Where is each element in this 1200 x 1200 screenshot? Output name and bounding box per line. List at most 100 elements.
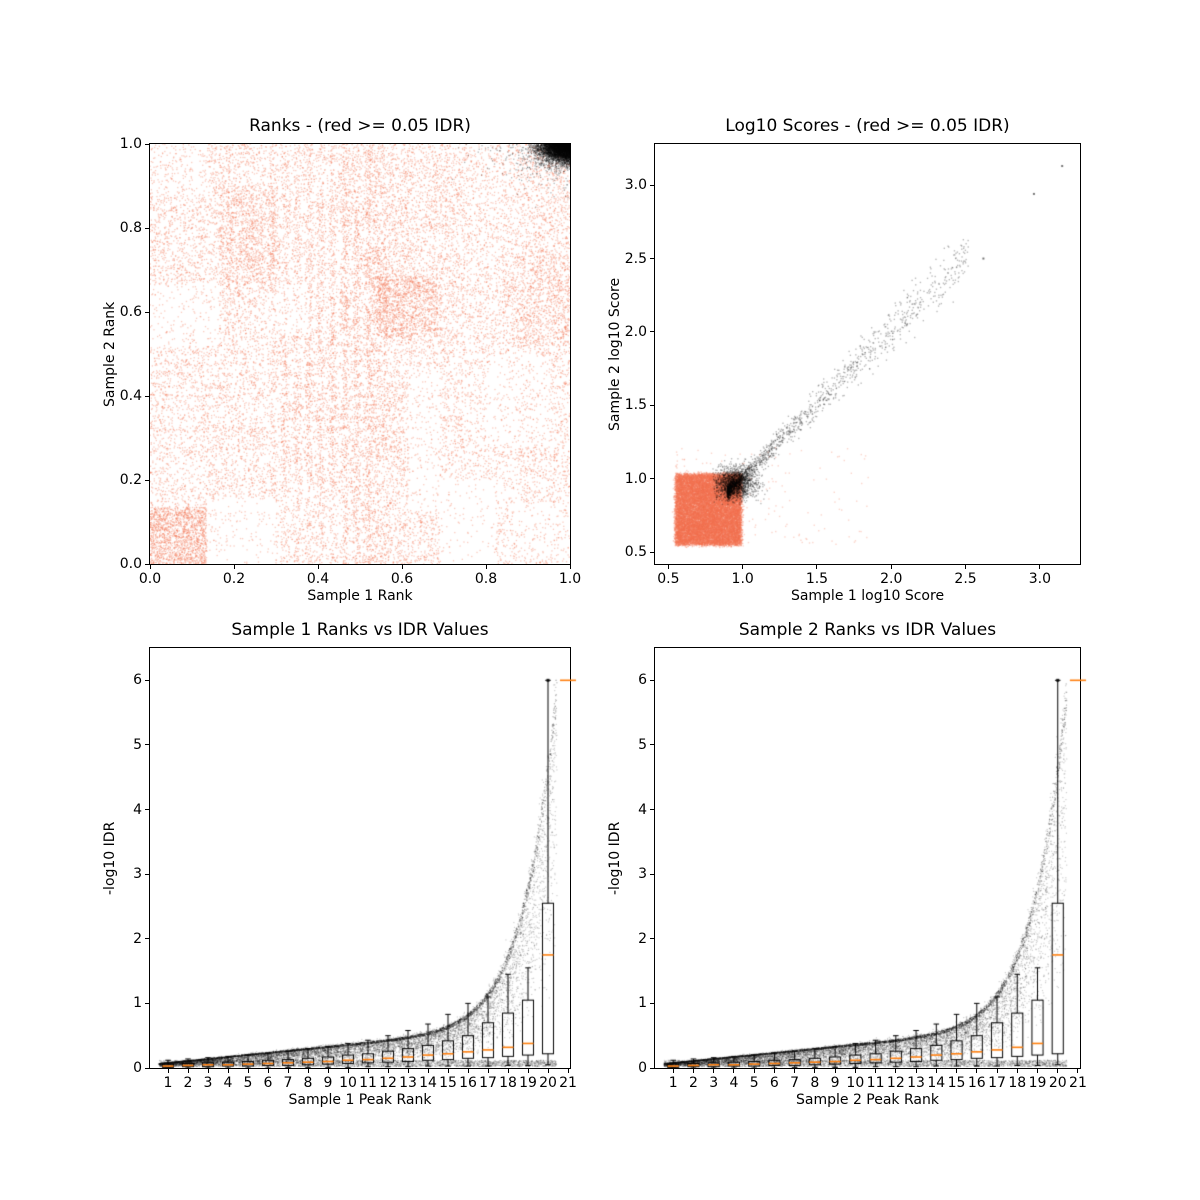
- y-tick-mark: [650, 184, 654, 186]
- plot-frame: [654, 143, 1081, 565]
- x-tick-label: 1: [163, 1075, 173, 1091]
- x-tick-mark: [1037, 1069, 1038, 1073]
- x-tick-mark: [485, 565, 487, 569]
- x-tick-mark: [915, 1069, 917, 1073]
- y-tick-label: 4: [133, 801, 142, 818]
- y-tick-label: 0: [638, 1060, 647, 1076]
- x-tick-label: 1.5: [805, 571, 829, 587]
- y-tick-mark: [145, 395, 149, 397]
- x-tick-label: 10: [846, 1075, 865, 1091]
- x-tick-label: 1.0: [731, 571, 754, 587]
- x-tick-mark: [317, 565, 319, 569]
- x-tick-label: 3.0: [1028, 571, 1051, 587]
- x-tick-label: 12: [379, 1075, 397, 1091]
- x-tick-mark: [233, 565, 235, 569]
- x-tick-mark: [742, 565, 744, 569]
- x-tick-label: 4: [729, 1075, 739, 1091]
- x-tick-label: 9: [830, 1075, 840, 1091]
- x-tick-label: 5: [749, 1075, 759, 1091]
- x-tick-label: 6: [769, 1075, 779, 1091]
- x-tick-mark: [965, 565, 967, 569]
- y-tick-label: 1.5: [624, 397, 647, 414]
- x-tick-mark: [427, 1069, 429, 1073]
- y-tick-mark: [145, 143, 149, 145]
- x-tick-mark: [672, 1069, 674, 1073]
- x-tick-mark: [307, 1069, 309, 1073]
- x-tick-label: 3: [709, 1075, 719, 1091]
- y-tick-mark: [650, 809, 654, 811]
- y-tick-label: 0.4: [119, 388, 142, 404]
- y-tick-label: 5: [638, 736, 647, 753]
- x-tick-mark: [447, 1069, 449, 1073]
- y-tick-mark: [145, 227, 149, 229]
- plot-frame: [149, 647, 588, 1069]
- x-tick-mark: [773, 1069, 775, 1073]
- x-tick-label: 10: [339, 1075, 357, 1091]
- x-tick-label: 17: [988, 1075, 1006, 1091]
- y-tick-label: 3.0: [624, 177, 647, 194]
- x-tick-mark: [227, 1069, 229, 1073]
- x-tick-mark: [816, 565, 818, 569]
- y-tick-label: 1.0: [624, 470, 647, 487]
- x-tick-label: 13: [399, 1075, 417, 1091]
- y-tick-label: 2: [133, 930, 142, 947]
- x-tick-mark: [467, 1069, 469, 1073]
- y-tick-mark: [650, 679, 654, 681]
- x-tick-mark: [149, 565, 151, 569]
- x-axis-label: Sample 1 log10 Score: [790, 588, 945, 604]
- y-tick-mark: [145, 311, 149, 313]
- x-tick-mark: [976, 1069, 978, 1073]
- y-tick-mark: [145, 1067, 149, 1069]
- y-tick-label: 2: [638, 930, 647, 947]
- y-axis-label: Sample 2 Rank: [102, 301, 118, 407]
- x-axis-label: Sample 1 Peak Rank: [288, 1092, 432, 1108]
- plot-title: Ranks - (red >= 0.05 IDR): [249, 116, 471, 136]
- x-tick-mark: [895, 1069, 897, 1073]
- x-tick-label: 19: [1028, 1075, 1047, 1091]
- x-tick-label: 13: [907, 1075, 925, 1091]
- x-tick-mark: [667, 565, 669, 569]
- x-tick-mark: [854, 1069, 856, 1073]
- y-tick-mark: [145, 938, 149, 940]
- x-tick-label: 0.8: [474, 571, 498, 587]
- x-tick-label: 17: [479, 1075, 497, 1091]
- x-tick-label: 15: [947, 1075, 966, 1091]
- y-tick-label: 4: [638, 801, 647, 818]
- y-tick-label: 3: [133, 866, 142, 883]
- x-tick-label: 0.6: [390, 571, 414, 587]
- x-tick-label: 7: [790, 1075, 800, 1091]
- plot-title: Log10 Scores - (red >= 0.05 IDR): [725, 116, 1010, 136]
- plot-title: Sample 2 Ranks vs IDR Values: [738, 620, 997, 640]
- x-tick-label: 21: [559, 1075, 577, 1091]
- x-tick-mark: [367, 1069, 369, 1073]
- boxplot-canvas: [150, 648, 588, 1068]
- y-tick-label: 0.2: [119, 472, 142, 488]
- x-tick-label: 12: [886, 1075, 905, 1091]
- x-tick-label: 21: [1069, 1075, 1087, 1091]
- x-tick-label: 2: [688, 1075, 698, 1091]
- y-tick-label: 6: [133, 672, 142, 689]
- x-tick-label: 18: [499, 1075, 517, 1091]
- x-tick-label: 2.0: [880, 571, 903, 587]
- x-tick-mark: [1016, 1069, 1018, 1073]
- x-tick-label: 11: [866, 1075, 885, 1091]
- x-tick-mark: [1057, 1069, 1059, 1073]
- x-tick-label: 3: [203, 1075, 213, 1091]
- x-tick-label: 16: [459, 1075, 477, 1091]
- y-tick-mark: [650, 1067, 654, 1069]
- x-tick-label: 20: [1048, 1075, 1067, 1091]
- x-tick-mark: [287, 1069, 289, 1073]
- y-tick-label: 3: [638, 866, 647, 883]
- x-tick-mark: [733, 1069, 735, 1073]
- y-tick-mark: [650, 744, 654, 746]
- y-tick-label: 2.5: [624, 250, 647, 267]
- y-tick-label: 0: [133, 1060, 142, 1076]
- x-tick-label: 20: [539, 1075, 557, 1091]
- y-tick-mark: [145, 563, 149, 565]
- scatter-canvas: [150, 144, 570, 564]
- x-tick-label: 0.2: [222, 571, 246, 587]
- x-tick-label: 2.5: [954, 571, 977, 587]
- y-tick-label: 0.6: [119, 304, 142, 320]
- y-tick-mark: [145, 1002, 149, 1004]
